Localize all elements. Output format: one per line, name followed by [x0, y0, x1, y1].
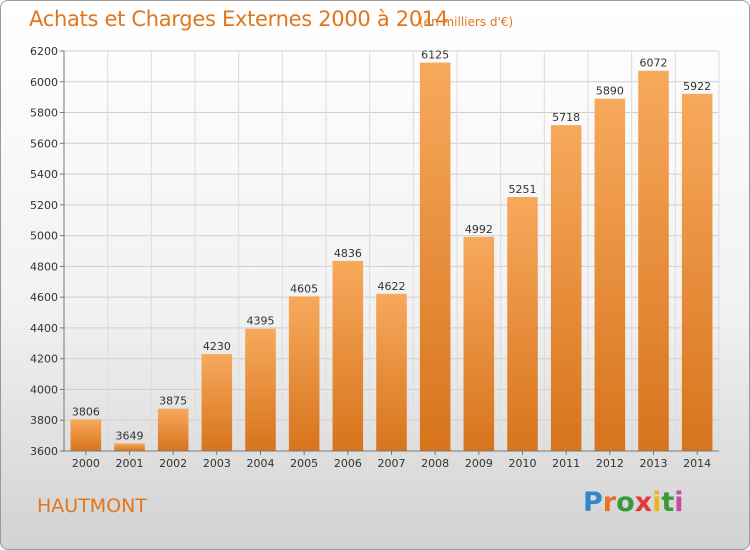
y-tick-label: 5200	[30, 199, 58, 212]
y-tick-label: 4600	[30, 291, 58, 304]
logo-letter: o	[616, 487, 635, 518]
chart-title: Achats et Charges Externes 2000 à 2014	[29, 7, 449, 31]
bar-2005	[288, 296, 320, 451]
y-tick-label: 5600	[30, 137, 58, 150]
bar-value-label: 3875	[159, 395, 187, 408]
x-tick-label: 2012	[596, 457, 624, 470]
x-tick-label: 2006	[334, 457, 362, 470]
bar-value-label: 5251	[509, 183, 537, 196]
logo-letter: i	[674, 487, 684, 518]
x-tick-label: 2014	[683, 457, 711, 470]
y-tick-label: 5800	[30, 107, 58, 120]
logo-letter: i	[652, 487, 662, 518]
bar-value-label: 3649	[116, 429, 144, 442]
bar-value-label: 5922	[683, 80, 711, 93]
bar-value-label: 5718	[552, 111, 580, 124]
x-tick-label: 2000	[72, 457, 100, 470]
x-tick-label: 2007	[378, 457, 406, 470]
bar-2009	[463, 236, 495, 451]
y-tick-label: 3600	[30, 445, 58, 458]
bar-2012	[594, 98, 626, 451]
bar-value-label: 4395	[247, 315, 275, 328]
bar-2002	[157, 408, 189, 451]
bar-2001	[114, 443, 145, 451]
bar-chart: 3600 3800 4000 4200 4400 4600 4800 5000 5200 5400…	[30, 45, 720, 470]
bar-2014	[681, 93, 713, 452]
y-tick-label: 4200	[30, 353, 58, 366]
bar-2011	[550, 125, 582, 452]
x-tick-label: 2002	[159, 457, 187, 470]
x-tick-label: 2005	[290, 457, 318, 470]
bar-value-label: 5890	[596, 85, 624, 98]
y-tick-label: 3800	[30, 414, 58, 427]
bar-2003	[201, 354, 233, 451]
logo-letter: r	[602, 487, 617, 518]
logo-letter: x	[634, 487, 653, 518]
y-tick-label: 6000	[30, 76, 58, 89]
x-tick-label: 2001	[116, 457, 144, 470]
bar-value-label: 4230	[203, 340, 231, 353]
y-tick-label: 5400	[30, 168, 58, 181]
x-tick-label: 2013	[640, 457, 668, 470]
bar-2010	[507, 197, 538, 451]
x-tick-label: 2011	[552, 457, 580, 470]
x-tick-label: 2010	[509, 457, 537, 470]
chart-unit-label: (en milliers d'€)	[419, 15, 514, 29]
bar-2013	[638, 70, 669, 451]
x-tick-label: 2003	[203, 457, 231, 470]
proxiti-logo[interactable]: Proxiti	[583, 487, 684, 518]
bar-value-label: 6125	[421, 49, 449, 62]
x-tick-label: 2009	[465, 457, 493, 470]
y-tick-label: 5000	[30, 230, 58, 243]
y-tick-label: 4800	[30, 260, 58, 273]
y-tick-label: 4400	[30, 322, 58, 335]
y-tick-label: 6200	[30, 45, 58, 58]
bar-value-label: 3806	[72, 405, 100, 418]
bar-2007	[376, 293, 407, 451]
logo-letter: P	[583, 487, 603, 518]
bar-2006	[332, 260, 364, 451]
bar-value-label: 4605	[290, 282, 318, 295]
bar-value-label: 6072	[640, 57, 668, 70]
y-tick-label: 4000	[30, 383, 58, 396]
bar-value-label: 4622	[378, 280, 406, 293]
x-tick-label: 2008	[421, 457, 449, 470]
logo-letter: t	[661, 487, 675, 518]
bar-value-label: 4992	[465, 223, 493, 236]
bar-value-label: 4836	[334, 247, 362, 260]
x-tick-label: 2004	[247, 457, 275, 470]
bar-2004	[245, 328, 276, 451]
city-name: HAUTMONT	[37, 495, 147, 517]
bar-2000	[70, 419, 102, 451]
bar-2008	[419, 62, 451, 452]
